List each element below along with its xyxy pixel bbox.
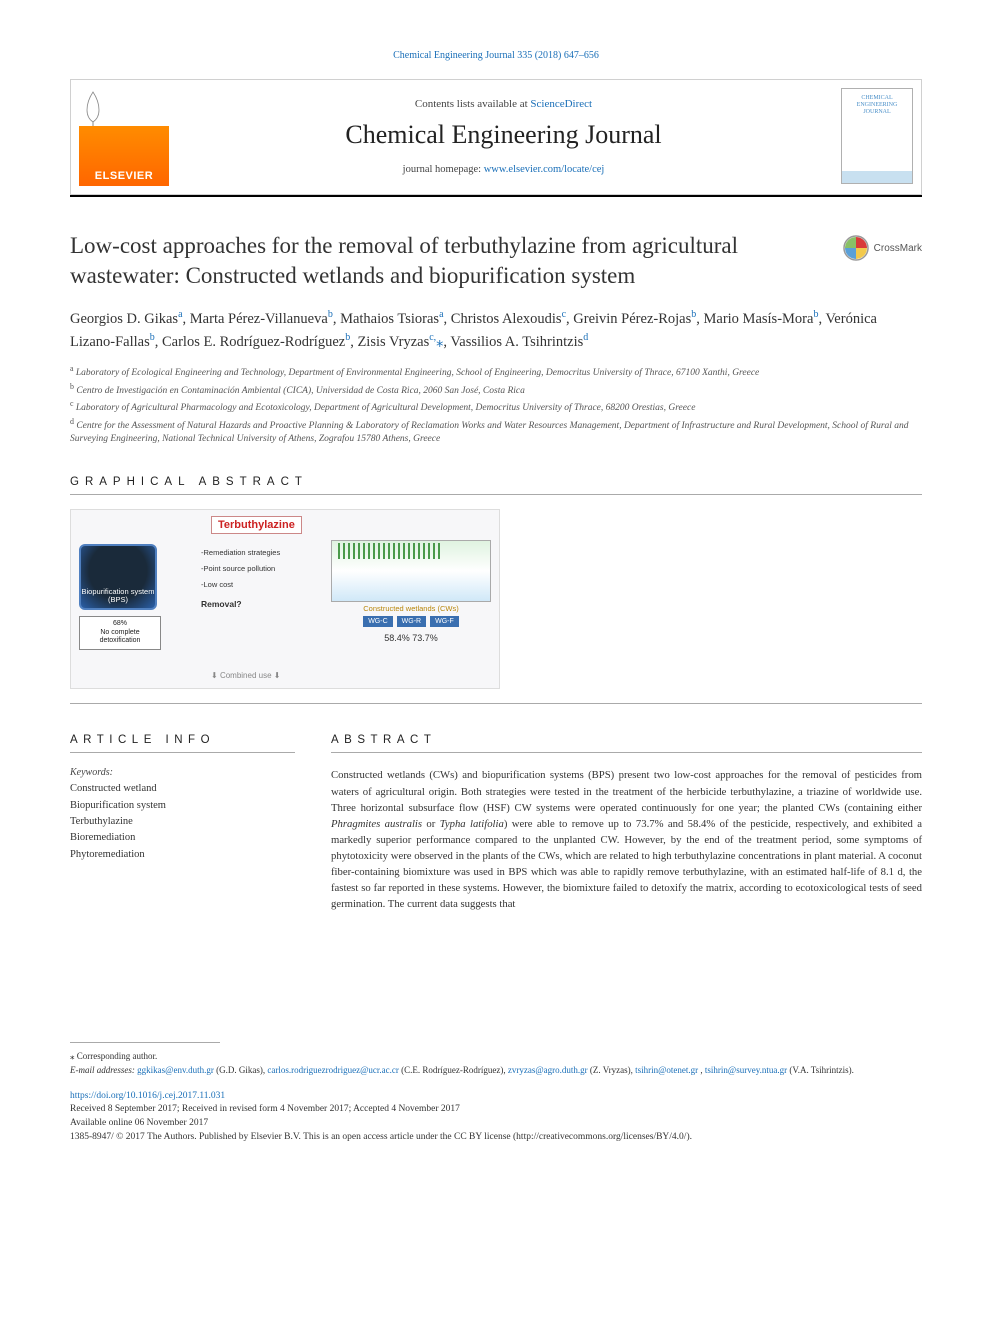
- header-left: ELSEVIER: [71, 80, 181, 194]
- contents-line: Contents lists available at ScienceDirec…: [181, 98, 826, 110]
- ga-combined: ⬇ Combined use ⬇: [211, 671, 280, 680]
- crossmark-icon: [843, 235, 869, 261]
- ga-cw-label-0: WG-C: [363, 616, 392, 627]
- cover-stripe: [842, 171, 912, 183]
- abstract-text: Constructed wetlands (CWs) and biopurifi…: [331, 767, 922, 911]
- homepage-line: journal homepage: www.elsevier.com/locat…: [181, 164, 826, 175]
- thin-rule: [331, 752, 922, 753]
- ga-cw-title: Constructed wetlands (CWs): [331, 604, 491, 613]
- homepage-prefix: journal homepage:: [403, 164, 484, 175]
- thin-rule: [70, 752, 295, 753]
- two-column: ARTICLE INFO Keywords: Constructed wetla…: [70, 734, 922, 911]
- ga-line-0: -Remediation strategies: [201, 548, 316, 557]
- header-citation: Chemical Engineering Journal 335 (2018) …: [70, 50, 922, 61]
- header-center: Contents lists available at ScienceDirec…: [181, 80, 826, 194]
- ga-cw-label-2: WG-F: [430, 616, 459, 627]
- ga-right: Constructed wetlands (CWs) WG-C WG-R WG-…: [331, 540, 491, 643]
- homepage-link[interactable]: www.elsevier.com/locate/cej: [484, 164, 605, 175]
- elsevier-logo[interactable]: ELSEVIER: [79, 126, 169, 186]
- header-box: ELSEVIER Contents lists available at Sci…: [70, 79, 922, 195]
- ga-line-1: -Point source pollution: [201, 564, 316, 573]
- ga-cw-diagram: [331, 540, 491, 602]
- ga-title: Terbuthylazine: [211, 516, 302, 534]
- keywords-list: Constructed wetlandBiopurification syste…: [70, 781, 295, 862]
- article-info-heading: ARTICLE INFO: [70, 734, 295, 746]
- keywords-label: Keywords:: [70, 767, 295, 778]
- crossmark-text: CrossMark: [874, 243, 922, 254]
- journal-name: Chemical Engineering Journal: [181, 120, 826, 150]
- corresponding-author: ⁎ Corresponding author.: [70, 1051, 922, 1062]
- ga-bps-label: Biopurification system (BPS): [81, 588, 155, 605]
- ga-cw-labels: WG-C WG-R WG-F: [331, 616, 491, 627]
- contents-prefix: Contents lists available at: [415, 98, 530, 110]
- graphical-abstract: Terbuthylazine Biopurification system (B…: [70, 509, 500, 689]
- pub-dates: Received 8 September 2017; Received in r…: [70, 1103, 922, 1144]
- ga-combined-text: Combined use: [220, 671, 272, 680]
- crossmark-badge[interactable]: CrossMark: [843, 231, 922, 261]
- ga-center: -Remediation strategies -Point source po…: [201, 548, 316, 609]
- ga-grass-icon: [338, 543, 484, 561]
- abstract-column: ABSTRACT Constructed wetlands (CWs) and …: [331, 734, 922, 911]
- ga-bps-result: 68% No complete detoxification: [79, 616, 161, 649]
- affiliations: a Laboratory of Ecological Engineering a…: [70, 363, 922, 446]
- ga-cw-label-1: WG-R: [397, 616, 426, 627]
- thin-rule: [70, 703, 922, 704]
- header-right: CHEMICAL ENGINEERING JOURNAL: [826, 80, 921, 194]
- doi-link[interactable]: https://doi.org/10.1016/j.cej.2017.11.03…: [70, 1091, 922, 1101]
- heavy-rule: [70, 195, 922, 197]
- abstract-heading: ABSTRACT: [331, 734, 922, 746]
- thin-rule: [70, 494, 922, 495]
- emails: E-mail addresses: ggkikas@env.duth.gr (G…: [70, 1064, 922, 1078]
- title-row: Low-cost approaches for the removal of t…: [70, 231, 922, 291]
- sciencedirect-link[interactable]: ScienceDirect: [530, 98, 592, 110]
- ga-removal: Removal?: [201, 599, 316, 609]
- footer-rule: [70, 1042, 220, 1043]
- article-title: Low-cost approaches for the removal of t…: [70, 231, 790, 291]
- ga-line-2: -Low cost: [201, 580, 316, 589]
- cover-text: CHEMICAL ENGINEERING JOURNAL: [857, 95, 898, 117]
- article-info-column: ARTICLE INFO Keywords: Constructed wetla…: [70, 734, 295, 911]
- elsevier-tree-icon: [79, 88, 107, 126]
- journal-cover-icon[interactable]: CHEMICAL ENGINEERING JOURNAL: [841, 88, 913, 184]
- graphical-abstract-heading: GRAPHICAL ABSTRACT: [70, 476, 922, 488]
- ga-left: Biopurification system (BPS) 68% No comp…: [79, 544, 161, 649]
- authors: Georgios D. Gikasa, Marta Pérez-Villanue…: [70, 307, 922, 354]
- ga-cw-result: 58.4% 73.7%: [331, 633, 491, 643]
- ga-barrel-icon: Biopurification system (BPS): [79, 544, 157, 610]
